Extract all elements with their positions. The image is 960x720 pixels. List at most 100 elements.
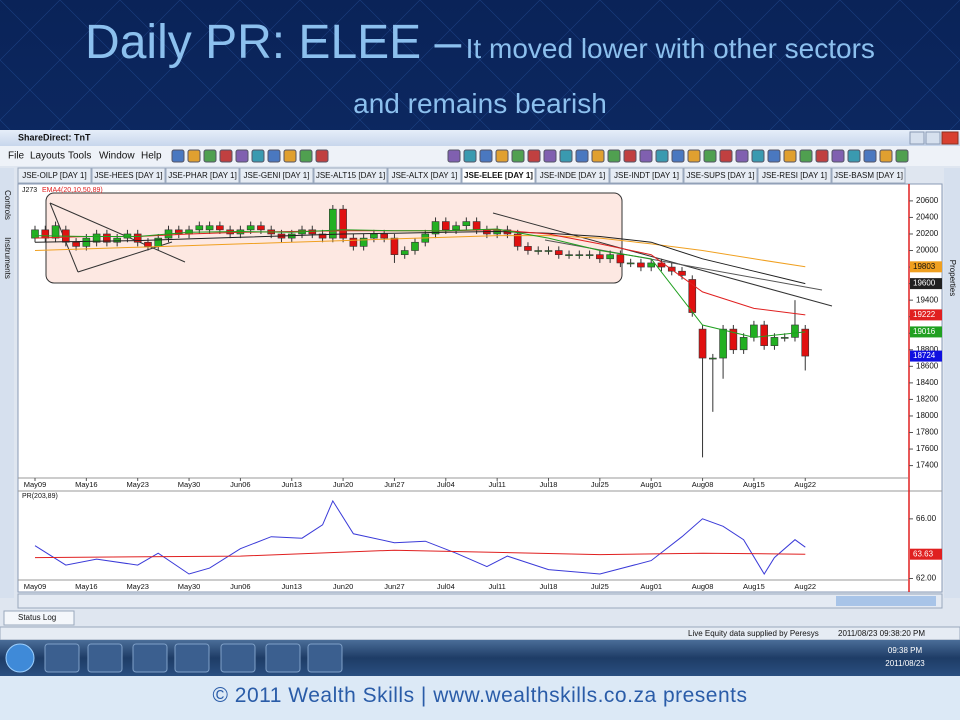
tab[interactable] [165, 167, 240, 184]
toolbar-icon[interactable] [687, 149, 701, 163]
tab[interactable] [461, 167, 536, 184]
candle-body [82, 237, 91, 247]
tab[interactable] [683, 167, 758, 184]
toolbar-icon[interactable] [799, 149, 813, 163]
taskbar-app[interactable] [87, 643, 123, 673]
candle-body [370, 233, 378, 239]
toolbar-icon[interactable] [719, 149, 733, 163]
toolbar-icon[interactable] [735, 149, 749, 163]
tab[interactable] [313, 167, 388, 184]
toolbar-icon[interactable] [639, 149, 653, 163]
x-tick-label: Aug08 [692, 582, 714, 591]
toolbar-icon[interactable] [575, 149, 589, 163]
toolbar-icon[interactable] [479, 149, 493, 163]
toolbar-icon[interactable] [831, 149, 845, 163]
tab[interactable] [17, 167, 92, 184]
toolbar-icon[interactable] [315, 149, 329, 163]
toolbar-icon[interactable] [607, 149, 621, 163]
tab[interactable] [387, 167, 462, 184]
candle-body [41, 229, 50, 239]
toolbar-icon[interactable] [671, 149, 685, 163]
menu-item[interactable]: Help [141, 151, 162, 162]
toolbar-icon[interactable] [171, 149, 185, 163]
x-tick-label: Aug15 [743, 582, 765, 591]
scrollbar[interactable] [17, 593, 943, 609]
minimize-button[interactable] [909, 131, 925, 145]
toolbar-icon[interactable] [863, 149, 877, 163]
status-log-tab[interactable] [3, 610, 75, 626]
close-button[interactable] [941, 131, 959, 145]
x-tick-label: Jul18 [540, 582, 558, 591]
x-tick-label: Jul25 [591, 582, 609, 591]
toolbar-icon[interactable] [251, 149, 265, 163]
menu-item[interactable]: Layouts [30, 151, 65, 162]
start-button[interactable] [5, 643, 35, 673]
taskbar-app[interactable] [265, 643, 301, 673]
toolbar-icon[interactable] [267, 149, 281, 163]
toolbar-icon[interactable] [623, 149, 637, 163]
taskbar-app[interactable] [220, 643, 256, 673]
tab[interactable] [91, 167, 166, 184]
taskbar-app[interactable] [132, 643, 168, 673]
candle-body [195, 225, 204, 231]
x-tick-label: May09 [24, 480, 47, 489]
toolbar-icon[interactable] [783, 149, 797, 163]
candle-body [554, 250, 563, 255]
toolbar-icon[interactable] [815, 149, 829, 163]
x-tick-label: Jun13 [282, 480, 302, 489]
toolbar-icon[interactable] [591, 149, 605, 163]
tab[interactable] [831, 167, 906, 184]
menu-item[interactable]: Window [99, 151, 135, 162]
candle-body [216, 225, 224, 231]
toolbar-icon[interactable] [203, 149, 217, 163]
candle-body [359, 237, 368, 247]
last-value-box [910, 261, 942, 273]
x-tick-label: May23 [126, 582, 149, 591]
title: Daily PR: ELEE – [85, 16, 462, 69]
menu-item[interactable]: Tools [68, 151, 91, 162]
toolbar-icon[interactable] [495, 149, 509, 163]
toolbar-icon[interactable] [703, 149, 717, 163]
toolbar-icon[interactable] [879, 149, 893, 163]
candle-body [791, 324, 799, 338]
menu-item[interactable]: File [8, 151, 25, 162]
toolbar-icon[interactable] [751, 149, 765, 163]
toolbar-icon[interactable] [447, 149, 461, 163]
toolbar-icon[interactable] [299, 149, 313, 163]
taskbar-app[interactable] [174, 643, 210, 673]
y-tick-label: 20000 [916, 246, 939, 255]
tab[interactable] [757, 167, 832, 184]
maximize-button[interactable] [925, 131, 941, 145]
taskbar-app[interactable] [44, 643, 80, 673]
toolbar-icon[interactable] [543, 149, 557, 163]
toolbar-icon[interactable] [895, 149, 909, 163]
toolbar-icon[interactable] [767, 149, 781, 163]
candle-body [524, 246, 532, 251]
scroll-controls[interactable] [836, 596, 936, 606]
tab[interactable] [609, 167, 684, 184]
toolbar-icon[interactable] [511, 149, 525, 163]
toolbar-icon[interactable] [527, 149, 541, 163]
footer: © 2011 Wealth Skills | www.wealthskills.… [212, 684, 748, 707]
candle-body [329, 208, 337, 239]
toolbar-icon[interactable] [187, 149, 201, 163]
status-text: Live Equity data supplied by Peresys [688, 629, 819, 638]
taskbar-app[interactable] [307, 643, 343, 673]
toolbar-icon[interactable] [219, 149, 233, 163]
toolbar-icon[interactable] [463, 149, 477, 163]
tab[interactable] [239, 167, 314, 184]
last-value-box [910, 548, 942, 560]
toolbar-icon[interactable] [283, 149, 297, 163]
slide-title: Daily PR: ELEE – It moved lower with oth… [85, 18, 875, 134]
y-tick-label: 18200 [916, 395, 939, 404]
y-tick-label: 20600 [916, 196, 939, 205]
toolbar-icon[interactable] [559, 149, 573, 163]
tab-label: JSE-GENI [DAY 1] [244, 171, 310, 180]
toolbar-icon[interactable] [847, 149, 861, 163]
candle-body [544, 250, 553, 252]
toolbar-icon[interactable] [235, 149, 249, 163]
tab[interactable] [535, 167, 610, 184]
last-value-box [910, 309, 942, 321]
candle-body [72, 241, 80, 247]
toolbar-icon[interactable] [655, 149, 669, 163]
